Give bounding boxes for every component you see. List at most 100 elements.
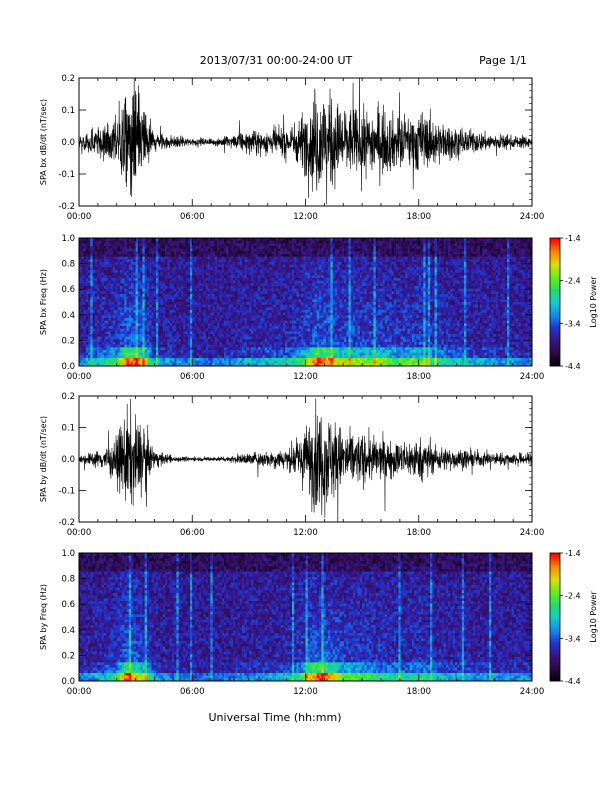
spectrogram-cell bbox=[108, 275, 111, 279]
spectrogram-cell bbox=[92, 318, 96, 321]
spectrogram-cell bbox=[117, 312, 121, 316]
spectrogram-cell bbox=[79, 323, 82, 327]
spectrogram-cell bbox=[219, 291, 222, 295]
spectrogram-cell bbox=[119, 270, 123, 273]
spectrogram-cell bbox=[280, 331, 284, 335]
spectrogram-cell bbox=[90, 339, 93, 343]
spectrogram-cell bbox=[287, 280, 290, 284]
spectrogram-cell bbox=[219, 336, 222, 340]
spectrogram-cell bbox=[223, 278, 227, 281]
spectrogram-cell bbox=[276, 328, 279, 332]
spectrogram-cell bbox=[217, 310, 220, 313]
spectrogram-cell bbox=[140, 275, 143, 279]
spectrogram-cell bbox=[88, 294, 91, 297]
spectrogram-cell bbox=[185, 328, 189, 332]
spectrogram-cell bbox=[135, 310, 139, 313]
spectrogram-cell bbox=[273, 344, 277, 348]
spectrogram-cell bbox=[210, 312, 213, 316]
spectrogram-cell bbox=[239, 288, 243, 292]
spectrogram-cell bbox=[94, 240, 98, 244]
spectrogram-cell bbox=[124, 334, 127, 337]
spectrogram-cell bbox=[192, 323, 195, 327]
spectrogram-cell bbox=[110, 248, 114, 252]
spectrogram-cell bbox=[303, 363, 306, 367]
spectrogram-cell bbox=[298, 315, 302, 319]
spectrogram-cell bbox=[131, 302, 134, 305]
spectrogram-cell bbox=[303, 254, 306, 257]
spectrogram-cell bbox=[239, 312, 243, 316]
spectrogram-cell bbox=[151, 334, 155, 337]
spectrogram-cell bbox=[176, 358, 179, 361]
spectrogram-cell bbox=[203, 278, 207, 281]
spectrogram-cell bbox=[196, 296, 200, 300]
spectrogram-cell bbox=[214, 360, 218, 364]
spectrogram-cell bbox=[97, 243, 100, 247]
spectrogram-cell bbox=[119, 360, 123, 364]
spectrogram-cell bbox=[285, 318, 288, 321]
spectrogram-cell bbox=[158, 326, 161, 329]
spectrogram-cell bbox=[267, 344, 270, 348]
spectrogram-cell bbox=[79, 347, 82, 351]
spectrogram-cell bbox=[81, 246, 84, 249]
spectrogram-cell bbox=[85, 352, 89, 356]
spectrogram-cell bbox=[99, 318, 102, 321]
spectrogram-cell bbox=[183, 291, 186, 295]
spectrogram-cell bbox=[223, 347, 227, 351]
spectrogram-cell bbox=[153, 256, 157, 260]
spectrogram-cell bbox=[273, 294, 277, 297]
spectrogram-cell bbox=[133, 326, 136, 329]
spectrogram-cell bbox=[271, 296, 275, 300]
spectrogram-cell bbox=[169, 347, 173, 351]
spectrogram-cell bbox=[278, 342, 281, 345]
spectrogram-cell bbox=[171, 310, 175, 313]
spectrogram-cell bbox=[291, 278, 295, 281]
spectrogram-cell bbox=[192, 347, 195, 351]
spectrogram-cell bbox=[233, 267, 236, 271]
spectrogram-cell bbox=[103, 270, 107, 273]
spectrogram-cell bbox=[183, 280, 186, 284]
spectrogram-cell bbox=[300, 272, 304, 276]
spectrogram-cell bbox=[169, 256, 173, 260]
spectrogram-cell bbox=[165, 299, 168, 303]
spectrogram-cell bbox=[128, 256, 132, 260]
spectrogram-cell bbox=[273, 302, 277, 305]
spectrogram-cell bbox=[110, 307, 114, 311]
spectrogram-cell bbox=[162, 344, 166, 348]
spectrogram-cell bbox=[219, 358, 222, 361]
spectrogram-cell bbox=[291, 272, 295, 276]
spectrogram-cell bbox=[208, 355, 211, 359]
spectrogram-cell bbox=[203, 320, 207, 324]
spectrogram-cell bbox=[165, 278, 168, 281]
spectrogram-cell bbox=[162, 302, 166, 305]
spectrogram-cell bbox=[273, 286, 277, 289]
spectrogram-cell bbox=[183, 339, 186, 343]
spectrogram-cell bbox=[85, 323, 89, 327]
spectrogram-cell bbox=[162, 299, 166, 303]
spectrogram-cell bbox=[235, 270, 238, 273]
spectrogram-cell bbox=[289, 283, 293, 287]
spectrogram-cell bbox=[214, 310, 218, 313]
spectrogram-cell bbox=[160, 302, 164, 305]
spectrogram-cell bbox=[262, 318, 266, 321]
spectrogram-cell bbox=[267, 278, 270, 281]
spectrogram-cell bbox=[79, 246, 82, 249]
spectrogram-cell bbox=[144, 288, 148, 292]
spectrogram-cell bbox=[187, 360, 191, 364]
spectrogram-cell bbox=[300, 342, 304, 345]
spectrogram-cell bbox=[124, 238, 127, 241]
spectrogram-cell bbox=[85, 347, 89, 351]
spectrogram-cell bbox=[156, 291, 159, 295]
spectrogram-cell bbox=[101, 280, 105, 284]
spectrogram-cell bbox=[112, 307, 116, 311]
spectrogram-cell bbox=[112, 238, 116, 241]
spectrogram-cell bbox=[208, 363, 211, 367]
spectrogram-cell bbox=[83, 259, 87, 263]
spectrogram-cell bbox=[199, 288, 202, 292]
spectrogram-cell bbox=[162, 238, 166, 241]
spectrogram-cell bbox=[92, 307, 96, 311]
spectrogram-cell bbox=[183, 358, 186, 361]
spectrogram-cell bbox=[305, 254, 309, 257]
spectrogram-cell bbox=[287, 240, 290, 244]
spectrogram-cell bbox=[192, 256, 195, 260]
spectrogram-cell bbox=[251, 347, 254, 351]
